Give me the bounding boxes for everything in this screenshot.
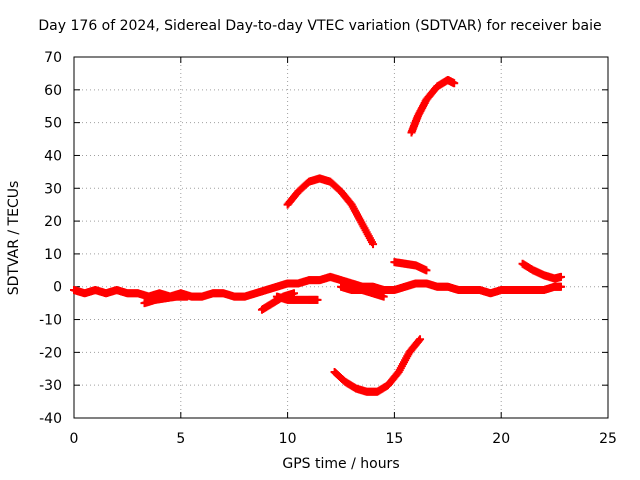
- y-tick-label: 70: [44, 50, 62, 66]
- y-tick-label: 40: [44, 148, 62, 164]
- y-axis-label: SDTVAR / TECUs: [6, 180, 22, 296]
- y-tick-label: -30: [39, 378, 62, 394]
- y-tick-label: 20: [44, 214, 62, 230]
- data-point-arc-high: [450, 79, 459, 88]
- data-point-arc-upper: [369, 240, 378, 249]
- y-tick-label: -20: [39, 345, 62, 361]
- x-tick-label: 25: [599, 431, 617, 447]
- data-point-baseline: [557, 282, 566, 291]
- chart-title: Day 176 of 2024, Sidereal Day-to-day VTE…: [38, 18, 602, 34]
- y-tick-label: -10: [39, 313, 62, 329]
- data-point-low-tail-3: [313, 295, 322, 304]
- data-point-short-15: [422, 266, 431, 275]
- data-point-low-tail-1: [183, 292, 192, 301]
- data-point-arc-lower: [416, 335, 425, 344]
- y-tick-label: 60: [44, 83, 62, 99]
- data-point-mid-band: [379, 292, 388, 301]
- x-tick-label: 10: [279, 431, 297, 447]
- x-tick-label: 15: [385, 431, 403, 447]
- y-tick-label: 30: [44, 181, 62, 197]
- y-tick-label: -40: [39, 411, 62, 427]
- data-point-arc-lower: [414, 336, 423, 345]
- x-tick-label: 20: [492, 431, 510, 447]
- y-tick-label: 0: [53, 280, 62, 296]
- y-tick-label: 10: [44, 247, 62, 263]
- plot-frame: [73, 56, 609, 419]
- x-axis-label: GPS time / hours: [282, 456, 400, 472]
- y-tick-label: 50: [44, 116, 62, 132]
- data-point-short-21: [557, 272, 566, 281]
- data-points: [70, 75, 566, 396]
- x-tick-label: 5: [176, 431, 185, 447]
- x-tick-label: 0: [70, 431, 79, 447]
